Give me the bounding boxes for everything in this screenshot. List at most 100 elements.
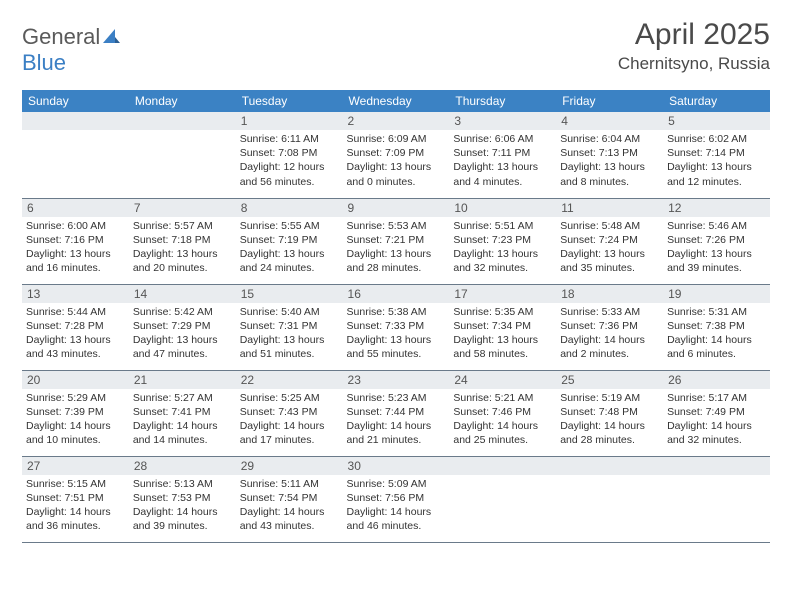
calendar-day-cell: 7Sunrise: 5:57 AMSunset: 7:18 PMDaylight… bbox=[129, 198, 236, 284]
sunset-line: Sunset: 7:49 PM bbox=[667, 405, 766, 419]
sunrise-line: Sunrise: 6:02 AM bbox=[667, 132, 766, 146]
calendar-day-cell: 20Sunrise: 5:29 AMSunset: 7:39 PMDayligh… bbox=[22, 370, 129, 456]
sunset-line: Sunset: 7:16 PM bbox=[26, 233, 125, 247]
daylight-line: and 16 minutes. bbox=[26, 261, 125, 275]
daylight-line: and 24 minutes. bbox=[240, 261, 339, 275]
calendar-day-cell: 29Sunrise: 5:11 AMSunset: 7:54 PMDayligh… bbox=[236, 456, 343, 542]
calendar-day-cell: 11Sunrise: 5:48 AMSunset: 7:24 PMDayligh… bbox=[556, 198, 663, 284]
daylight-line: Daylight: 14 hours bbox=[240, 505, 339, 519]
sunset-line: Sunset: 7:11 PM bbox=[453, 146, 552, 160]
daylight-line: Daylight: 14 hours bbox=[26, 505, 125, 519]
sunrise-line: Sunrise: 5:11 AM bbox=[240, 477, 339, 491]
day-number: 5 bbox=[663, 112, 770, 130]
day-number: 28 bbox=[129, 457, 236, 475]
sunrise-line: Sunrise: 5:38 AM bbox=[347, 305, 446, 319]
sunrise-line: Sunrise: 5:33 AM bbox=[560, 305, 659, 319]
daylight-line: Daylight: 12 hours bbox=[240, 160, 339, 174]
sunrise-line: Sunrise: 5:09 AM bbox=[347, 477, 446, 491]
calendar-day-cell bbox=[129, 112, 236, 198]
calendar-day-cell: 10Sunrise: 5:51 AMSunset: 7:23 PMDayligh… bbox=[449, 198, 556, 284]
weekday-header: Sunday bbox=[22, 90, 129, 112]
calendar-day-cell bbox=[449, 456, 556, 542]
sunrise-line: Sunrise: 5:23 AM bbox=[347, 391, 446, 405]
sunset-line: Sunset: 7:54 PM bbox=[240, 491, 339, 505]
day-number bbox=[556, 457, 663, 475]
daylight-line: and 4 minutes. bbox=[453, 175, 552, 189]
calendar-day-cell: 30Sunrise: 5:09 AMSunset: 7:56 PMDayligh… bbox=[343, 456, 450, 542]
calendar-day-cell: 12Sunrise: 5:46 AMSunset: 7:26 PMDayligh… bbox=[663, 198, 770, 284]
daylight-line: and 58 minutes. bbox=[453, 347, 552, 361]
sunset-line: Sunset: 7:26 PM bbox=[667, 233, 766, 247]
sunrise-line: Sunrise: 6:11 AM bbox=[240, 132, 339, 146]
sunrise-line: Sunrise: 5:53 AM bbox=[347, 219, 446, 233]
calendar-day-cell: 8Sunrise: 5:55 AMSunset: 7:19 PMDaylight… bbox=[236, 198, 343, 284]
weekday-header: Wednesday bbox=[343, 90, 450, 112]
daylight-line: Daylight: 14 hours bbox=[560, 419, 659, 433]
calendar-day-cell bbox=[663, 456, 770, 542]
sunset-line: Sunset: 7:09 PM bbox=[347, 146, 446, 160]
daylight-line: Daylight: 14 hours bbox=[347, 419, 446, 433]
calendar-day-cell: 22Sunrise: 5:25 AMSunset: 7:43 PMDayligh… bbox=[236, 370, 343, 456]
calendar-day-cell: 5Sunrise: 6:02 AMSunset: 7:14 PMDaylight… bbox=[663, 112, 770, 198]
day-number: 7 bbox=[129, 199, 236, 217]
daylight-line: and 39 minutes. bbox=[133, 519, 232, 533]
calendar-week-row: 20Sunrise: 5:29 AMSunset: 7:39 PMDayligh… bbox=[22, 370, 770, 456]
calendar-day-cell: 3Sunrise: 6:06 AMSunset: 7:11 PMDaylight… bbox=[449, 112, 556, 198]
day-number: 9 bbox=[343, 199, 450, 217]
daylight-line: and 8 minutes. bbox=[560, 175, 659, 189]
daylight-line: and 6 minutes. bbox=[667, 347, 766, 361]
daylight-line: and 56 minutes. bbox=[240, 175, 339, 189]
daylight-line: Daylight: 14 hours bbox=[453, 419, 552, 433]
calendar-day-cell: 13Sunrise: 5:44 AMSunset: 7:28 PMDayligh… bbox=[22, 284, 129, 370]
calendar-day-cell bbox=[22, 112, 129, 198]
weekday-header: Saturday bbox=[663, 90, 770, 112]
page-header: GeneralBlue April 2025 Chernitsyno, Russ… bbox=[22, 18, 770, 76]
day-number: 15 bbox=[236, 285, 343, 303]
day-number: 6 bbox=[22, 199, 129, 217]
day-number: 23 bbox=[343, 371, 450, 389]
daylight-line: and 47 minutes. bbox=[133, 347, 232, 361]
daylight-line: Daylight: 14 hours bbox=[560, 333, 659, 347]
sunrise-line: Sunrise: 5:44 AM bbox=[26, 305, 125, 319]
calendar-day-cell bbox=[556, 456, 663, 542]
daylight-line: Daylight: 13 hours bbox=[667, 247, 766, 261]
weekday-header: Friday bbox=[556, 90, 663, 112]
sunset-line: Sunset: 7:23 PM bbox=[453, 233, 552, 247]
daylight-line: Daylight: 13 hours bbox=[347, 333, 446, 347]
sunset-line: Sunset: 7:13 PM bbox=[560, 146, 659, 160]
sunset-line: Sunset: 7:24 PM bbox=[560, 233, 659, 247]
sunrise-line: Sunrise: 5:46 AM bbox=[667, 219, 766, 233]
sunset-line: Sunset: 7:21 PM bbox=[347, 233, 446, 247]
calendar-week-row: 6Sunrise: 6:00 AMSunset: 7:16 PMDaylight… bbox=[22, 198, 770, 284]
sunrise-line: Sunrise: 6:00 AM bbox=[26, 219, 125, 233]
sunrise-line: Sunrise: 5:51 AM bbox=[453, 219, 552, 233]
sunset-line: Sunset: 7:18 PM bbox=[133, 233, 232, 247]
daylight-line: Daylight: 14 hours bbox=[133, 419, 232, 433]
logo-sail-icon bbox=[102, 24, 120, 50]
calendar-day-cell: 4Sunrise: 6:04 AMSunset: 7:13 PMDaylight… bbox=[556, 112, 663, 198]
calendar-day-cell: 18Sunrise: 5:33 AMSunset: 7:36 PMDayligh… bbox=[556, 284, 663, 370]
day-number: 3 bbox=[449, 112, 556, 130]
day-number: 30 bbox=[343, 457, 450, 475]
calendar-week-row: 1Sunrise: 6:11 AMSunset: 7:08 PMDaylight… bbox=[22, 112, 770, 198]
daylight-line: Daylight: 14 hours bbox=[667, 333, 766, 347]
calendar-day-cell: 16Sunrise: 5:38 AMSunset: 7:33 PMDayligh… bbox=[343, 284, 450, 370]
sunrise-line: Sunrise: 5:25 AM bbox=[240, 391, 339, 405]
calendar-day-cell: 27Sunrise: 5:15 AMSunset: 7:51 PMDayligh… bbox=[22, 456, 129, 542]
daylight-line: and 2 minutes. bbox=[560, 347, 659, 361]
sunset-line: Sunset: 7:51 PM bbox=[26, 491, 125, 505]
sunrise-line: Sunrise: 5:17 AM bbox=[667, 391, 766, 405]
month-title: April 2025 bbox=[618, 18, 770, 52]
sunset-line: Sunset: 7:48 PM bbox=[560, 405, 659, 419]
daylight-line: Daylight: 13 hours bbox=[26, 247, 125, 261]
sunrise-line: Sunrise: 5:31 AM bbox=[667, 305, 766, 319]
weekday-header: Monday bbox=[129, 90, 236, 112]
day-number: 10 bbox=[449, 199, 556, 217]
brand-name-a: General bbox=[22, 24, 100, 49]
daylight-line: and 28 minutes. bbox=[347, 261, 446, 275]
calendar-day-cell: 9Sunrise: 5:53 AMSunset: 7:21 PMDaylight… bbox=[343, 198, 450, 284]
sunset-line: Sunset: 7:41 PM bbox=[133, 405, 232, 419]
day-number bbox=[22, 112, 129, 130]
brand-name: GeneralBlue bbox=[22, 24, 120, 76]
calendar-day-cell: 17Sunrise: 5:35 AMSunset: 7:34 PMDayligh… bbox=[449, 284, 556, 370]
